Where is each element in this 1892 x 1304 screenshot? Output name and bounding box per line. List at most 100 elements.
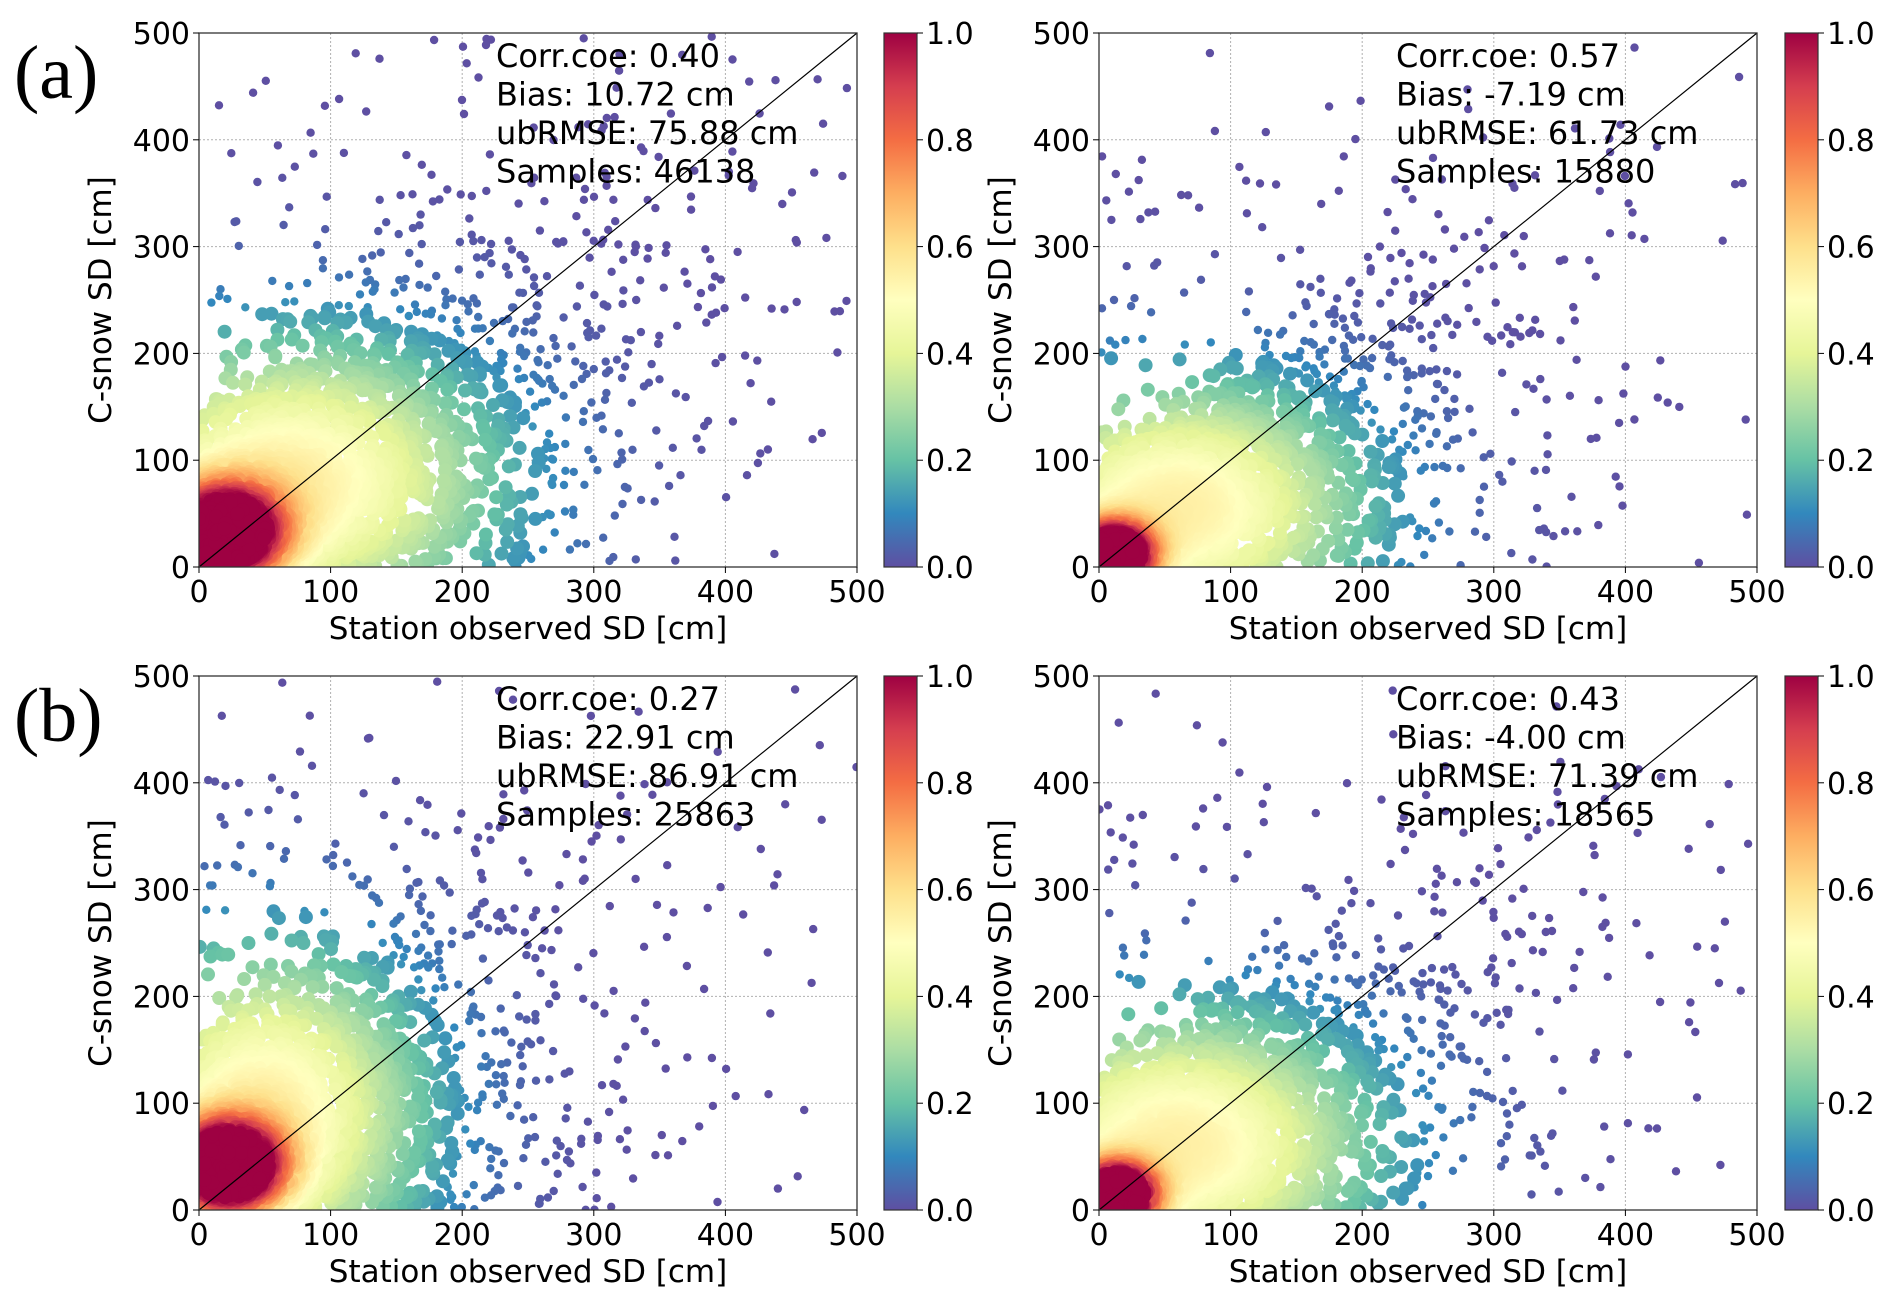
scatter-point (1391, 488, 1406, 503)
scatter-point (303, 278, 312, 288)
scatter-point (842, 83, 852, 93)
scatter-point (1528, 555, 1537, 564)
scatter-point (253, 177, 262, 187)
scatter-point (1556, 336, 1565, 345)
scatter-point (1536, 374, 1545, 384)
scatter-point (1397, 248, 1406, 258)
scatter-point (1338, 418, 1353, 433)
scatter-point (614, 66, 624, 75)
scatter-point (423, 283, 432, 292)
colorbar-tick-label: 0.2 (926, 444, 974, 479)
scatter-point (536, 345, 545, 354)
scatter-point (1570, 316, 1580, 325)
scatter-point (1099, 152, 1107, 161)
scatter-point (690, 166, 699, 175)
scatter-point (510, 541, 525, 556)
scatter-point (322, 192, 331, 201)
scatter-point (394, 229, 403, 239)
scatter-point (1409, 371, 1418, 380)
scatter-point (560, 507, 570, 516)
scatter-point (389, 533, 404, 548)
scatter-point (1353, 318, 1363, 327)
scatter-point (822, 233, 831, 243)
scatter-point (614, 429, 623, 438)
x-axis-label: Station observed SD [cm] (329, 611, 727, 647)
scatter-point (1482, 532, 1491, 542)
scatter-point (696, 288, 706, 298)
scatter-point (1431, 394, 1440, 404)
scatter-point (1185, 375, 1200, 390)
scatter-point (1242, 209, 1252, 218)
scatter-point (1341, 444, 1356, 458)
scatter-point (456, 190, 465, 199)
scatter-point (368, 319, 383, 334)
scatter-point (711, 358, 720, 368)
scatter-point (408, 223, 418, 233)
scatter-point (1339, 152, 1349, 161)
scatter-point (1365, 363, 1375, 373)
x-tick-label: 0 (189, 575, 208, 610)
scatter-point (485, 150, 495, 159)
scatter-point (584, 445, 593, 455)
scatter-point (574, 123, 583, 132)
y-tick-label: 500 (133, 17, 190, 52)
scatter-point (550, 528, 559, 537)
scatter-point (339, 148, 349, 158)
scatter-point (1530, 171, 1540, 180)
scatter-point (318, 264, 328, 273)
scatter-point (1309, 319, 1318, 329)
scatter-point (1411, 415, 1420, 424)
scatter-point (261, 76, 270, 86)
scatter-point (602, 172, 611, 182)
scatter-point (733, 247, 742, 257)
colorbar-tick-label: 0.4 (926, 337, 974, 372)
scatter-point (1450, 407, 1459, 417)
stats-text: Corr.coe: 0.40 (496, 37, 720, 75)
scatter-point (1411, 446, 1420, 455)
scatter-point (460, 367, 475, 382)
scatter-point (1543, 431, 1552, 440)
scatter-point (458, 42, 468, 51)
scatter-point (1517, 262, 1527, 271)
scatter-point (1572, 355, 1581, 364)
scatter-point (1401, 185, 1410, 194)
scatter-point (1138, 334, 1147, 344)
scatter-point (520, 351, 529, 361)
scatter-point (1309, 510, 1323, 525)
scatter-point (448, 294, 457, 303)
colorbar-tick-label: 0.0 (926, 551, 974, 586)
scatter-point (529, 370, 538, 379)
scatter-point (1510, 249, 1519, 258)
scatter-point (585, 253, 594, 262)
scatter-point (627, 398, 636, 407)
scatter-point (1591, 272, 1601, 281)
scatter-point (454, 265, 464, 274)
scatter-point (572, 212, 581, 221)
scatter-point (368, 287, 377, 296)
scatter-point (225, 375, 240, 390)
scatter-point (362, 107, 371, 116)
scatter-point (561, 413, 571, 422)
scatter-point (457, 95, 467, 105)
scatter-point (1442, 442, 1452, 451)
scatter-point (654, 339, 663, 349)
scatter-point (1508, 328, 1518, 337)
scatter-point (317, 311, 332, 326)
scatter-point (395, 275, 404, 285)
scatter-point (602, 113, 611, 123)
scatter-point (1742, 510, 1752, 519)
scatter-point (1555, 256, 1565, 266)
scatter-point (534, 288, 544, 297)
scatter-point (1320, 360, 1329, 369)
scatter-point (1363, 399, 1372, 409)
scatter-point (559, 391, 568, 400)
scatter-point (1429, 343, 1438, 353)
scatter-point (553, 239, 563, 248)
scatter-point (459, 109, 469, 119)
scatter-point (1276, 253, 1286, 263)
scatter-point (746, 379, 755, 388)
scatter-point (528, 511, 543, 526)
scatter-point (1442, 407, 1452, 416)
scatter-point (355, 383, 370, 398)
scatter-point (486, 239, 496, 249)
